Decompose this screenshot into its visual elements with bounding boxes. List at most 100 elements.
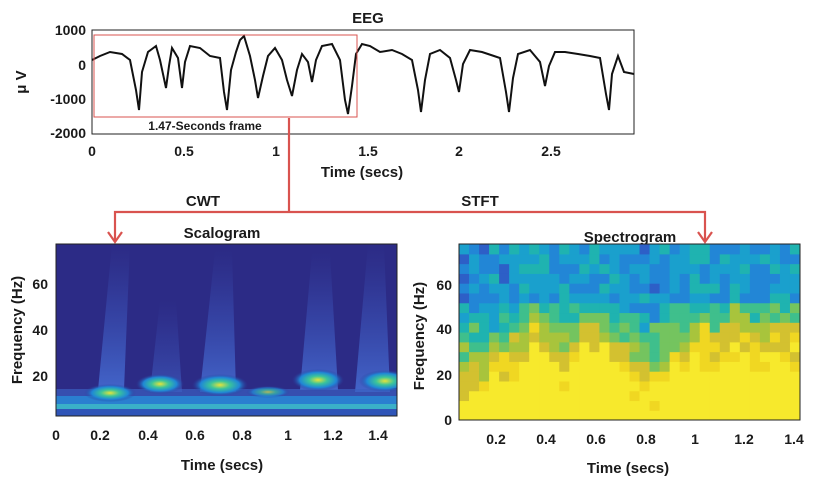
spectrogram-cell [539,371,550,382]
spectrogram-cell [669,312,681,323]
spectrogram-cell [679,371,691,382]
spectrogram-cell [599,283,611,294]
spectrogram-cell [749,341,761,353]
spectrogram-cell [569,351,580,362]
spectrogram-cell [559,322,570,333]
spectrogram-cell [539,263,550,274]
spectrogram-xtick-label: 0.8 [636,431,656,447]
spectrogram-cell [739,302,751,314]
spectrogram-cell [579,312,590,323]
spectrogram-cell [589,292,601,304]
spectrogram-cell [519,244,530,255]
spectrogram-cell [579,263,590,274]
spectrogram-cell [619,332,631,343]
spectrogram-cell [519,341,530,353]
arrow-right-branch [289,210,707,240]
spectrogram-cell [789,380,800,392]
spectrogram-cell [529,380,540,392]
spectrogram-cell [729,410,741,420]
spectrogram-cell [559,341,570,353]
spectrogram-cell [619,361,631,372]
spectrogram-cell [599,390,611,402]
spectrogram-cell [579,332,590,343]
spectrogram-cell [589,253,601,265]
spectrogram-cell [619,263,631,274]
spectrogram-cell [729,361,741,372]
scalogram-title: Scalogram [184,225,261,242]
spectrogram-cell [549,341,560,353]
scalogram-xtick-label: 0.8 [232,427,252,443]
spectrogram-cell [609,410,621,420]
scalogram-axes-box [55,243,398,417]
spectrogram-cell [699,244,711,255]
spectrogram-cell [599,341,611,353]
spectrogram-cell [599,253,611,265]
spectrogram-cell [689,400,701,411]
spectrogram-cell [589,410,601,420]
spectrogram-cell [669,410,681,420]
spectrogram-cell [619,283,631,294]
spectrogram-cell [549,371,560,382]
spectrogram-cell [479,341,490,353]
spectrogram-cell [689,351,701,362]
spectrogram-cell [559,292,570,304]
spectrogram-cell [489,283,500,294]
spectrogram-cell [729,312,741,323]
spectrogram-cell [659,283,671,294]
spectrogram-cell [719,371,731,382]
spectrogram-cell [659,380,671,392]
eeg-title: EEG [352,10,384,27]
spectrogram-cell [719,244,731,255]
spectrogram-cell [479,332,490,343]
spectrogram-cell [609,292,621,304]
spectrogram-cell [629,371,641,382]
spectrogram-cell [459,351,470,362]
spectrogram-cell [769,400,781,411]
spectrogram-cell [569,332,580,343]
spectrogram-cell [729,371,741,382]
spectrogram-cell [509,371,520,382]
spectrogram-cell [699,351,711,362]
spectrogram-ytick-label: 40 [436,321,452,337]
spectrogram-xtick-label: 0.6 [586,431,606,447]
spectrogram-cell [659,253,671,265]
spectrogram-cell [659,361,671,372]
spectrogram-cell [629,390,641,402]
spectrogram-cell [569,390,580,402]
spectrogram-cell [589,312,601,323]
spectrogram-cell [459,410,470,420]
spectrogram-cell [709,322,721,333]
spectrogram-cell [489,292,500,304]
spectrogram-cell [639,361,651,372]
spectrogram-cell [669,322,681,333]
spectrogram-cell [479,283,490,294]
spectrogram-cell [499,371,510,382]
spectrogram-cell [729,380,741,392]
spectrogram-cell [739,390,751,402]
spectrogram-cell [589,332,601,343]
spectrogram-cell [539,332,550,343]
spectrogram-cell [789,283,800,294]
spectrogram-ytick-label: 60 [436,277,452,293]
spectrogram-cell [759,380,771,392]
spectrogram-cell [769,351,781,362]
spectrogram-cell [629,380,641,392]
spectrogram-cell [779,410,791,420]
spectrogram-cell [469,322,480,333]
spectrogram-cell [739,283,751,294]
spectrogram-xtick-label: 1.4 [784,431,804,447]
scalogram-xtick-label: 0.6 [185,427,205,443]
spectrogram-cell [539,273,550,284]
spectrogram-cell [619,253,631,265]
spectrogram-cell [769,371,781,382]
spectrogram-cell [559,253,570,265]
spectrogram-cell [519,312,530,323]
spectrogram-cell [619,351,631,362]
spectrogram-cell [769,244,781,255]
spectrogram-cell [779,361,791,372]
spectrogram-cell [549,263,560,274]
spectrogram-cell [689,302,701,314]
spectrogram-cell [719,273,731,284]
spectrogram-cell [769,380,781,392]
spectrogram-cell [759,371,771,382]
